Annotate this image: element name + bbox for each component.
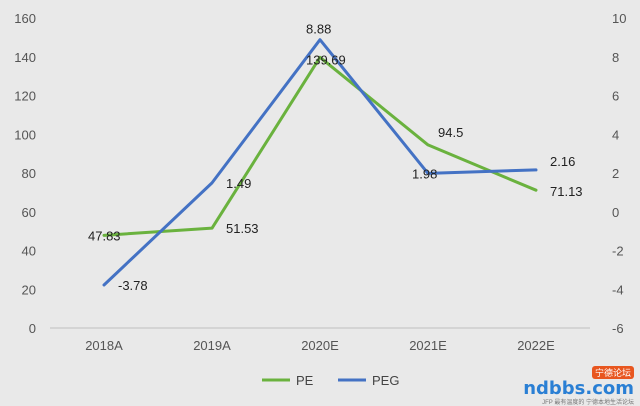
data-label-pe: 94.5 (438, 125, 463, 140)
right-tick-label: -6 (612, 321, 624, 336)
data-label-pe: 71.13 (550, 184, 583, 199)
legend: PE PEG (262, 373, 399, 388)
x-tick-label: 2020E (301, 338, 339, 353)
data-label-peg: -3.78 (118, 278, 148, 293)
legend-label-pe: PE (296, 373, 314, 388)
watermark-logo: ndbbs.com 宁德论坛 JFP 最有温度的 宁德本地生活论坛 (523, 366, 634, 406)
right-tick-label: 4 (612, 127, 619, 142)
data-label-peg: 1.98 (412, 166, 437, 181)
right-tick-label: -4 (612, 282, 624, 297)
right-tick-label: 0 (612, 205, 619, 220)
right-tick-label: 2 (612, 166, 619, 181)
series-line-pe (102, 55, 538, 237)
watermark-sub: JFP 最有温度的 宁德本地生活论坛 (542, 400, 634, 406)
legend-label-peg: PEG (372, 373, 399, 388)
x-tick-label: 2018A (85, 338, 123, 353)
x-tick-label: 2021E (409, 338, 447, 353)
data-label-peg: 1.49 (226, 176, 251, 191)
data-label-pe: 139.69 (306, 52, 346, 67)
data-label-pe: 47.83 (88, 228, 121, 243)
series-lines (102, 38, 538, 287)
x-tick-label: 2019A (193, 338, 231, 353)
right-tick-label: 10 (612, 11, 626, 26)
left-tick-label: 40 (22, 244, 36, 259)
data-label-peg: 2.16 (550, 154, 575, 169)
left-tick-label: 20 (22, 282, 36, 297)
right-tick-label: 8 (612, 50, 619, 65)
data-label-peg: 8.88 (306, 22, 331, 37)
right-axis: -6 -4 -2 0 2 4 6 8 10 (612, 11, 626, 336)
left-tick-label: 140 (14, 50, 36, 65)
watermark-brand: ndbbs.com (523, 378, 634, 399)
watermark-badge: 宁德论坛 (591, 366, 634, 379)
data-labels: 47.83 51.53 139.69 94.5 71.13 -3.78 1.49 8.88 1.… (88, 22, 583, 293)
left-tick-label: 160 (14, 11, 36, 26)
x-tick-label: 2022E (517, 338, 555, 353)
left-tick-label: 120 (14, 89, 36, 104)
left-tick-label: 80 (22, 166, 36, 181)
series-line-peg (102, 38, 538, 287)
right-tick-label: -2 (612, 244, 624, 259)
left-axis: 0 20 40 60 80 100 120 140 160 (14, 11, 36, 336)
left-tick-label: 0 (29, 321, 36, 336)
data-label-pe: 51.53 (226, 221, 259, 236)
left-tick-label: 100 (14, 127, 36, 142)
right-tick-label: 6 (612, 89, 619, 104)
left-tick-label: 60 (22, 205, 36, 220)
x-axis: 2018A 2019A 2020E 2021E 2022E (85, 338, 555, 353)
